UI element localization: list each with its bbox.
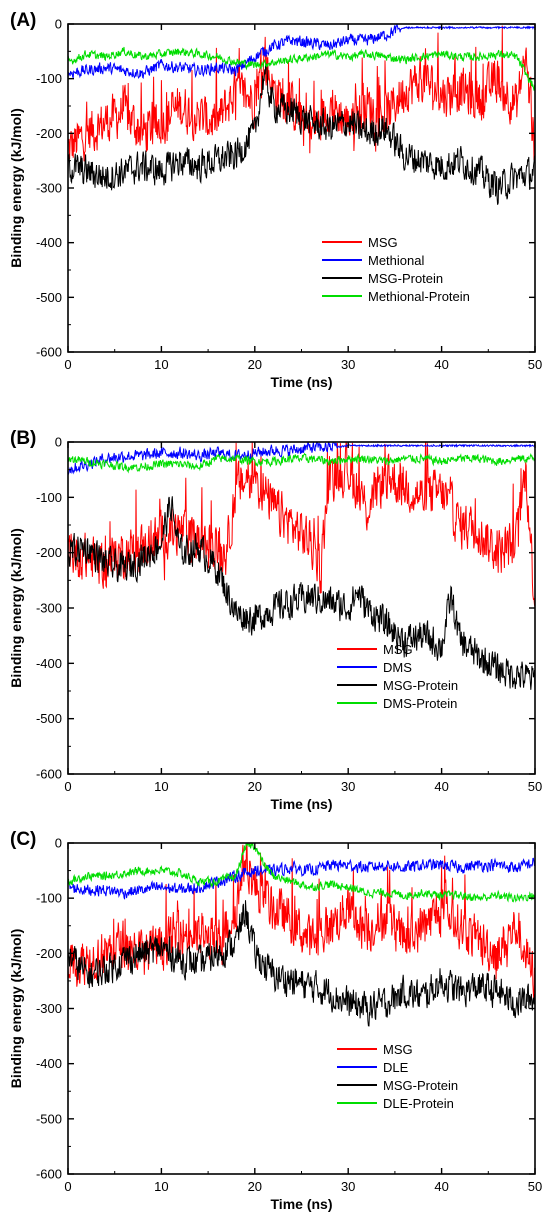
- y-tick-label: 0: [55, 836, 62, 851]
- y-tick-label: -400: [36, 235, 62, 250]
- y-tick-label: -500: [36, 1111, 62, 1126]
- legend-entry: DMS-Protein: [383, 696, 457, 711]
- x-tick-label: 10: [154, 779, 168, 794]
- y-tick-label: -400: [36, 656, 62, 671]
- series-line-msg: [68, 843, 535, 1002]
- legend-entry: MSG-Protein: [368, 271, 443, 286]
- series-line-methional: [68, 24, 535, 80]
- panel-label: (B): [10, 428, 36, 449]
- y-axis-label: Binding energy (kJ/mol): [8, 528, 24, 687]
- legend-entry: MSG-Protein: [383, 1078, 458, 1093]
- legend-entry: MSG: [368, 235, 398, 250]
- plot-frame: [67, 441, 536, 775]
- legend-entry: DLE-Protein: [383, 1096, 454, 1111]
- series-line-methional-protein: [68, 46, 535, 91]
- series-line-dms-protein: [68, 452, 535, 474]
- panel-label: (A): [10, 10, 36, 31]
- y-tick-label: -600: [36, 767, 62, 782]
- x-axis-label: Time (ns): [271, 374, 333, 390]
- legend-entry: MSG-Protein: [383, 678, 458, 693]
- chart-panel-1: 0 10 20 30 40 50 0 -100 -200 -300 -400 -500 -600 Time…: [8, 10, 542, 390]
- x-tick-label: 50: [528, 779, 542, 794]
- x-tick-label: 50: [528, 357, 542, 372]
- y-tick-label: -200: [36, 545, 62, 560]
- y-tick-label: -100: [36, 891, 62, 906]
- series-line-msg-protein: [68, 900, 535, 1027]
- panel-label: (C): [10, 829, 36, 850]
- x-tick-label: 30: [341, 1179, 355, 1194]
- y-tick-label: -500: [36, 711, 62, 726]
- y-tick-label: -600: [36, 1167, 62, 1182]
- y-tick-label: -400: [36, 1056, 62, 1071]
- legend-entry: MSG: [383, 642, 413, 657]
- series-line-msg-protein: [68, 63, 535, 205]
- x-axis-label: Time (ns): [271, 796, 333, 812]
- y-tick-label: -200: [36, 946, 62, 961]
- x-tick-label: 40: [434, 779, 448, 794]
- x-axis-label: Time (ns): [271, 1196, 333, 1212]
- chart-panel-3: 0 10 20 30 40 50 0 -100 -200 -300 -400 -500 -600 Time…: [8, 829, 542, 1212]
- y-tick-label: -100: [36, 490, 62, 505]
- y-tick-label: -300: [36, 1001, 62, 1016]
- y-tick-label: 0: [55, 17, 62, 32]
- y-tick-label: -600: [36, 345, 62, 360]
- series-line-msg: [68, 25, 535, 162]
- series-line-dms: [68, 442, 535, 475]
- x-tick-label: 0: [64, 779, 71, 794]
- series-line-dle: [68, 857, 535, 900]
- x-tick-label: 10: [154, 357, 168, 372]
- x-tick-label: 30: [341, 779, 355, 794]
- legend-entry: DMS: [383, 660, 412, 675]
- y-tick-label: -200: [36, 126, 62, 141]
- x-tick-label: 0: [64, 357, 71, 372]
- x-tick-label: 40: [434, 357, 448, 372]
- y-axis-label: Binding energy (kJ/mol): [8, 108, 24, 267]
- y-tick-label: -300: [36, 601, 62, 616]
- x-tick-label: 40: [434, 1179, 448, 1194]
- x-tick-label: 50: [528, 1179, 542, 1194]
- y-axis-label: Binding energy (kJ/mol): [8, 929, 24, 1088]
- x-tick-label: 30: [341, 357, 355, 372]
- x-tick-label: 20: [248, 1179, 262, 1194]
- x-tick-label: 0: [64, 1179, 71, 1194]
- legend-entry: DLE: [383, 1060, 409, 1075]
- y-tick-label: 0: [55, 435, 62, 450]
- chart-panel-2: 0 10 20 30 40 50 0 -100 -200 -300 -400 -500 -600 Time…: [8, 428, 542, 812]
- y-tick-label: -100: [36, 71, 62, 86]
- legend-entry: MSG: [383, 1042, 413, 1057]
- y-tick-label: -300: [36, 181, 62, 196]
- legend-entry: Methional: [368, 253, 424, 268]
- legend-entry: Methional-Protein: [368, 289, 470, 304]
- series-line-dle-protein: [68, 843, 535, 903]
- x-tick-label: 20: [248, 779, 262, 794]
- series-line-msg-protein: [68, 496, 535, 692]
- x-tick-label: 20: [248, 357, 262, 372]
- x-tick-label: 10: [154, 1179, 168, 1194]
- y-tick-label: -500: [36, 290, 62, 305]
- series-line-msg: [68, 442, 535, 607]
